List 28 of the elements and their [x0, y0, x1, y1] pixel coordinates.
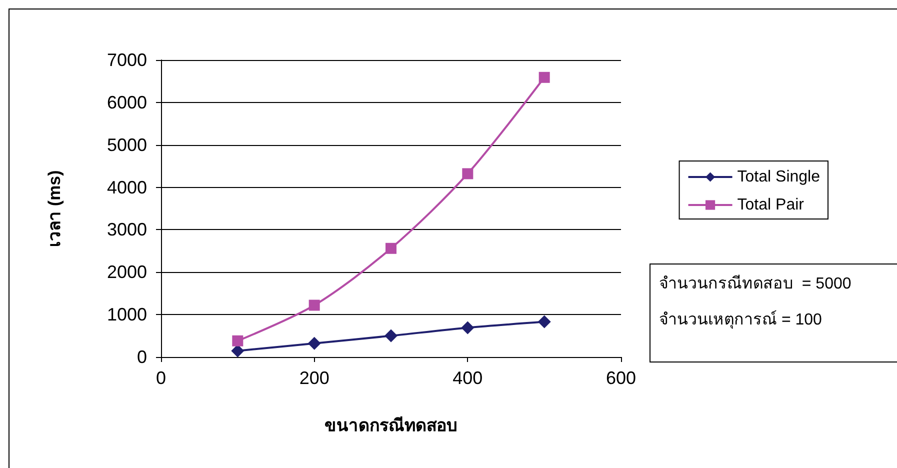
- x-tick-label: 200: [299, 368, 330, 388]
- point: [538, 72, 550, 83]
- text: จำนวนกรณีทดสอบ = 5000: [659, 274, 852, 292]
- x-tick-label: 0: [156, 368, 166, 388]
- y-tick-label: 5000: [106, 134, 147, 155]
- y-axis-title: เวลา (ms): [45, 170, 64, 247]
- y-tick-label: 6000: [106, 92, 147, 112]
- y-tick-label: 7000: [106, 50, 147, 70]
- legend-label: Total Pair: [737, 196, 805, 214]
- x-axis-title: ขนาดกรณีทดสอบ: [324, 415, 458, 435]
- legend-label: Total Single: [737, 168, 820, 186]
- point: [462, 168, 474, 180]
- y-tick-label: 3000: [106, 220, 147, 240]
- point: [308, 336, 321, 350]
- y-tick-label: 0: [136, 347, 147, 367]
- point: [384, 329, 398, 342]
- x-tick-label: 400: [452, 368, 483, 388]
- point: [386, 242, 396, 254]
- point: [232, 335, 244, 346]
- text: จำนวนเหตุการณ์ = 100: [659, 310, 822, 330]
- point: [538, 315, 551, 328]
- y-tick-label: 4000: [106, 177, 147, 198]
- point: [461, 321, 474, 334]
- y-tick-label: 1000: [106, 304, 147, 325]
- y-tick-label: 2000: [106, 262, 147, 282]
- x-tick-label: 600: [606, 368, 636, 388]
- point: [231, 344, 244, 358]
- point: [308, 300, 320, 311]
